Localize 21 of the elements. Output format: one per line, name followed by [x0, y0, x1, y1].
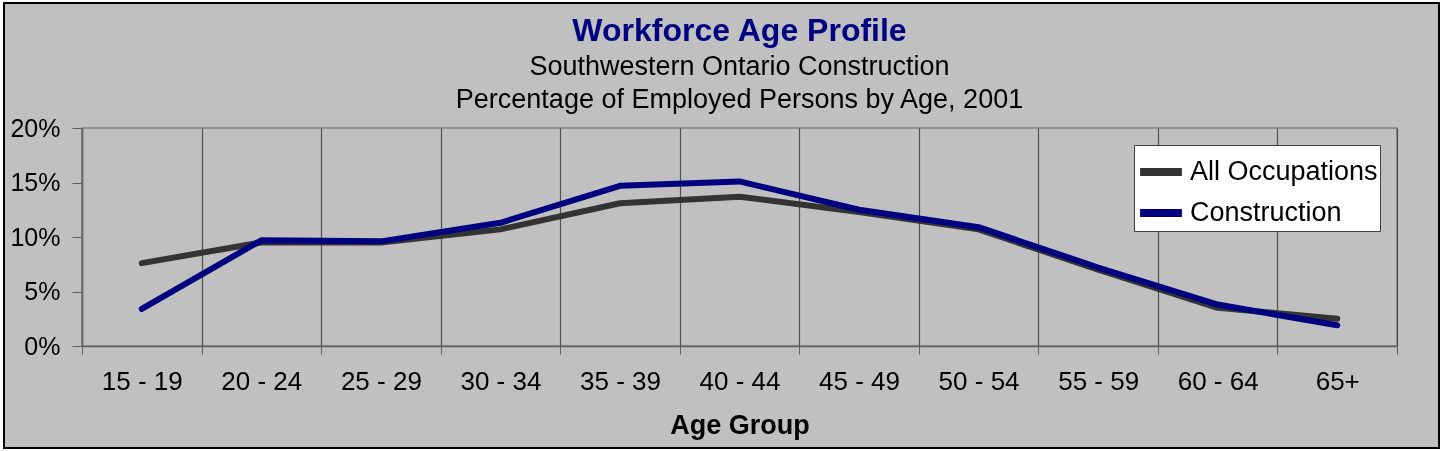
chart-title: Workforce Age Profile [572, 12, 907, 48]
x-tick-label: 40 - 44 [699, 365, 781, 396]
x-axis-title: Age Group [670, 409, 810, 440]
y-tick-label: 5% [24, 277, 61, 305]
y-tick-label: 0% [24, 331, 61, 360]
chart-subtitle: Southwestern Ontario Construction Percentage of Employed Persons by Age, 2001 [455, 51, 1024, 114]
y-tick-label: 10% [10, 222, 61, 251]
legend-label: All Occupations [1190, 156, 1378, 186]
x-tick-label: 50 - 54 [938, 365, 1020, 396]
y-tick-label: 20% [10, 113, 61, 142]
x-tick-label: 25 - 29 [340, 365, 422, 396]
x-tick-label: 30 - 34 [460, 365, 542, 396]
x-tick-label: 20 - 24 [221, 365, 303, 396]
x-tick-label: 35 - 39 [579, 365, 661, 396]
x-tick-label: 15 - 19 [101, 365, 183, 396]
x-tick-label: 65+ [1315, 365, 1360, 396]
x-tick-label: 45 - 49 [819, 365, 901, 396]
y-tick-label: 15% [10, 168, 61, 196]
legend-label: Construction [1190, 197, 1342, 227]
x-tick-label: 55 - 59 [1058, 365, 1140, 396]
x-tick-label: 60 - 64 [1177, 365, 1259, 396]
